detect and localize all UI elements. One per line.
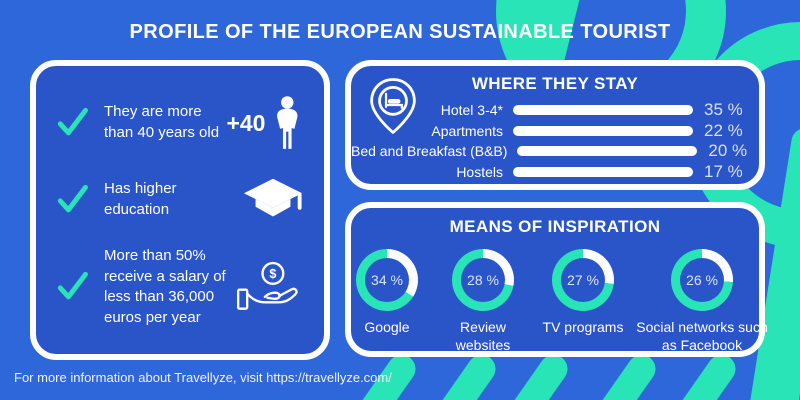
donut-caption: Social networks such as Facebook bbox=[636, 319, 768, 354]
donut-ring: 26 % bbox=[671, 249, 733, 311]
bar-track bbox=[513, 105, 693, 116]
donut-value-label: 27 % bbox=[561, 258, 605, 302]
bar-track bbox=[517, 146, 698, 157]
donut-ring: 27 % bbox=[552, 249, 614, 311]
profile-fact-education: Has higher education bbox=[54, 178, 304, 222]
svg-text:$: $ bbox=[270, 267, 277, 281]
profile-panel: They are more than 40 years old +40 Has … bbox=[30, 60, 330, 360]
donut-value-label: 34 % bbox=[365, 258, 409, 302]
bar-track bbox=[513, 166, 693, 177]
stay-value-label: 17 % bbox=[704, 161, 743, 181]
stay-bar-chart: Hotel 3-4* 35 % Apartments 22 % Bed and … bbox=[351, 100, 759, 182]
donut-item: 27 % TV programs bbox=[533, 249, 633, 354]
stay-category-label: Apartments bbox=[431, 122, 503, 139]
profile-fact-age: They are more than 40 years old +40 bbox=[54, 94, 304, 152]
stay-value-label: 35 % bbox=[704, 100, 743, 120]
stay-category-label: Hostels bbox=[456, 163, 503, 180]
donut-ring: 34 % bbox=[356, 249, 418, 311]
profile-fact-salary: More than 50% receive a salary of less t… bbox=[54, 246, 304, 329]
footer-note: For more information about Travellyze, v… bbox=[14, 370, 392, 385]
stay-row: Bed and Breakfast (B&B) 20 % bbox=[351, 141, 759, 162]
inspiration-donut-charts: 34 % Google 28 % Review websites 27 % TV… bbox=[351, 249, 768, 354]
donut-item: 34 % Google bbox=[341, 249, 433, 354]
donut-item: 28 % Review websites bbox=[435, 249, 531, 354]
donut-value-label: 26 % bbox=[680, 258, 724, 302]
profile-fact-text: More than 50% receive a salary of less t… bbox=[104, 247, 226, 327]
bar-track bbox=[513, 125, 693, 136]
stay-value-label: 20 % bbox=[708, 141, 748, 161]
stay-row: Hotel 3-4* 35 % bbox=[351, 100, 759, 121]
stay-row: Apartments 22 % bbox=[351, 121, 759, 142]
checkmark-icon bbox=[57, 107, 88, 136]
profile-fact-text: They are more than 40 years old bbox=[104, 103, 220, 141]
page-title: PROFILE OF THE EUROPEAN SUSTAINABLE TOUR… bbox=[129, 21, 671, 43]
donut-caption: Review websites bbox=[455, 319, 511, 354]
where-they-stay-panel: WHERE THEY STAY Hotel 3-4* 35 % Apartmen… bbox=[345, 60, 765, 190]
bed-pin-icon bbox=[370, 78, 416, 134]
checkmark-icon bbox=[57, 272, 88, 300]
profile-fact-text: Has higher education bbox=[104, 180, 177, 218]
donut-item: 26 % Social networks such as Facebook bbox=[635, 249, 769, 354]
age-badge: +40 bbox=[226, 109, 266, 136]
checkmark-icon bbox=[57, 184, 88, 213]
graduation-cap-icon bbox=[243, 178, 303, 217]
stay-value-label: 22 % bbox=[704, 120, 743, 140]
donut-ring: 28 % bbox=[452, 249, 514, 311]
stay-category-label: Hotel 3-4* bbox=[440, 102, 503, 119]
stay-chart-title: WHERE THEY STAY bbox=[471, 74, 639, 93]
stay-row: Hostels 17 % bbox=[351, 162, 759, 183]
salary-hand-icon: $ bbox=[237, 262, 299, 311]
donut-caption: TV programs bbox=[542, 319, 624, 335]
stay-category-label: Bed and Breakfast (B&B) bbox=[351, 143, 508, 160]
donut-caption: Google bbox=[364, 319, 410, 335]
person-icon bbox=[277, 96, 298, 149]
means-of-inspiration-panel: MEANS OF INSPIRATION 34 % Google 28 % Re… bbox=[345, 202, 768, 357]
inspiration-chart-title: MEANS OF INSPIRATION bbox=[449, 217, 661, 236]
donut-value-label: 28 % bbox=[461, 258, 505, 302]
